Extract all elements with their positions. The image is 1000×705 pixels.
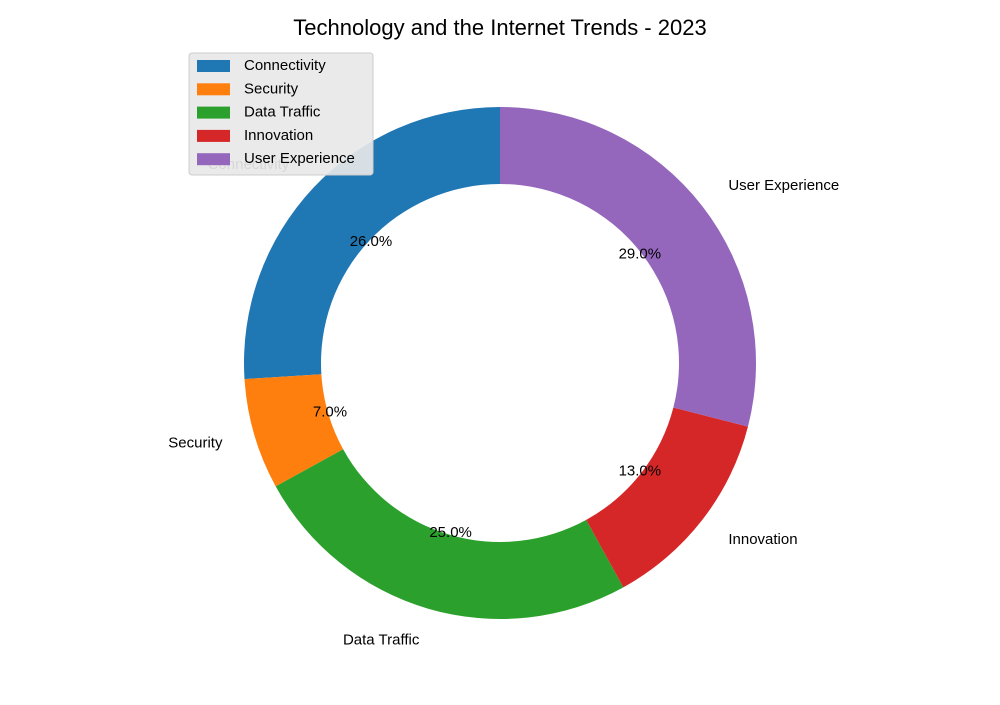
legend-label-data-traffic: Data Traffic xyxy=(244,104,321,121)
percent-label-security: 7.0% xyxy=(313,403,347,420)
category-label-data-traffic: Data Traffic xyxy=(343,631,420,648)
legend-swatch-data-traffic xyxy=(197,106,230,119)
legend-label-security: Security xyxy=(244,80,299,97)
slice-data-traffic xyxy=(275,449,624,619)
slice-innovation xyxy=(586,407,748,588)
legend-swatch-innovation xyxy=(197,129,230,142)
slice-user-experience xyxy=(500,107,756,427)
slices-group xyxy=(243,107,756,619)
percent-label-innovation: 13.0% xyxy=(619,462,662,479)
legend-label-user-experience: User Experience xyxy=(244,150,355,167)
percent-label-user-experience: 29.0% xyxy=(619,245,662,262)
legend: Connectivity Security Data Traffic Innovati… xyxy=(188,52,374,176)
category-label-user-experience: User Experience xyxy=(728,177,839,194)
slice-security xyxy=(244,374,344,487)
legend-swatch-security xyxy=(197,83,230,96)
slice-connectivity xyxy=(243,107,500,380)
legend-label-innovation: Innovation xyxy=(244,127,313,144)
percent-labels-group: 26.0% 7.0% 25.0% 13.0% 29.0% xyxy=(313,233,661,541)
legend-swatch-connectivity xyxy=(197,60,230,72)
category-label-security: Security xyxy=(168,435,223,452)
legend-swatch-user-experience xyxy=(197,153,230,166)
legend-box xyxy=(188,52,374,176)
legend-label-connectivity: Connectivity xyxy=(244,57,326,74)
percent-label-connectivity: 26.0% xyxy=(350,233,393,250)
percent-label-data-traffic: 25.0% xyxy=(429,524,472,541)
category-label-innovation: Innovation xyxy=(728,531,797,548)
chart-title: Technology and the Internet Trends - 202… xyxy=(293,15,706,40)
